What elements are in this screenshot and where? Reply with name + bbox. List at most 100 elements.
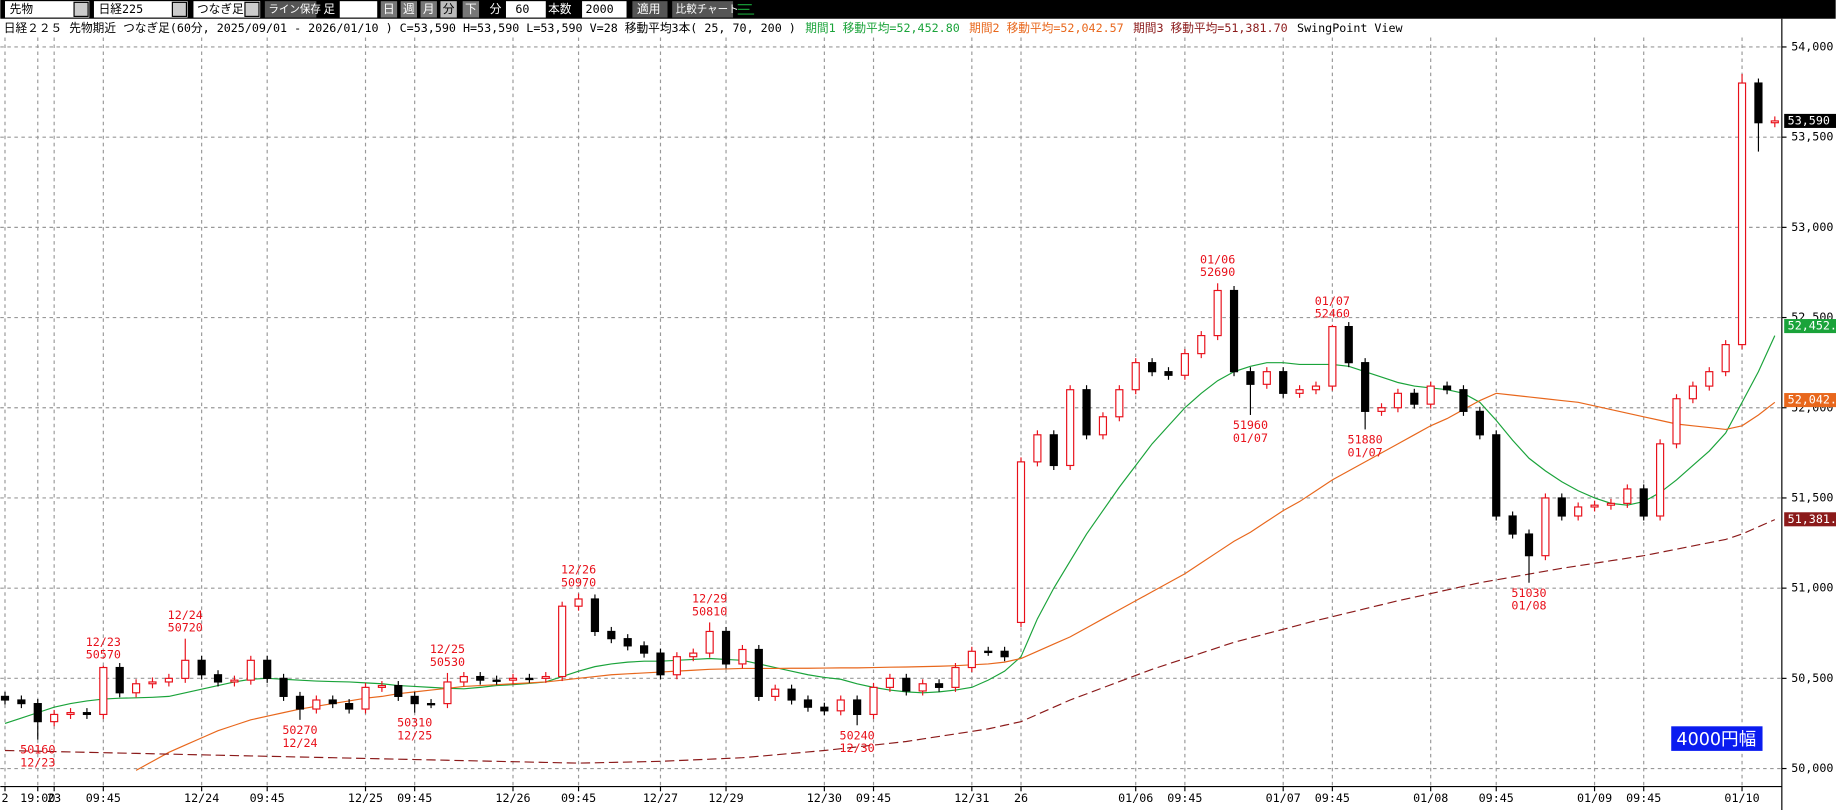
candle-body <box>328 699 337 705</box>
candle-body <box>1082 389 1091 436</box>
y-tick-label: 50,500 <box>1791 671 1833 685</box>
price-badge <box>1784 113 1836 128</box>
input-text: 60 <box>515 2 529 16</box>
candle-body <box>476 675 485 681</box>
dropdown-arrow[interactable] <box>171 1 188 17</box>
label: 分 <box>490 2 502 16</box>
x-tick-label: 12/29 <box>708 791 743 805</box>
icon <box>737 4 755 15</box>
x-tick-label: 01/10 <box>1724 791 1759 805</box>
candle-body <box>1492 434 1501 517</box>
candle-body <box>1656 443 1665 517</box>
swing-price: 50970 <box>561 576 596 590</box>
candle-body <box>312 699 321 710</box>
swing-price: 50810 <box>692 604 727 618</box>
dropdown[interactable] <box>4 1 90 18</box>
swing-price: 50570 <box>86 648 121 662</box>
candle-body <box>967 650 976 669</box>
button[interactable] <box>672 1 734 18</box>
candle-body <box>1115 389 1124 418</box>
swing-price: 51960 <box>1233 418 1268 432</box>
candle-body <box>689 652 698 658</box>
candle-body <box>1311 385 1321 391</box>
dropdown-text: 日経225 <box>99 2 144 16</box>
candle-body <box>721 630 731 665</box>
candle-body <box>115 666 124 694</box>
dropdown[interactable] <box>193 1 261 18</box>
range-note: 4000円幅 <box>1676 730 1756 750</box>
price-badge-label: 52,452.80 <box>1788 319 1836 333</box>
candle-body <box>1590 504 1599 508</box>
candle-body <box>1229 289 1239 373</box>
candle-body <box>1246 371 1255 385</box>
candle-body <box>1770 120 1779 124</box>
candle-body <box>1295 389 1304 394</box>
button-text: 分 <box>443 2 455 16</box>
y-tick-label: 53,500 <box>1791 130 1833 144</box>
candle-body <box>1737 82 1747 346</box>
candle-body <box>361 686 370 710</box>
button-text: 日 <box>383 2 395 16</box>
button[interactable] <box>440 1 457 18</box>
dropdown-text: つなぎ足 <box>197 2 244 16</box>
candle-body <box>508 677 518 681</box>
candle-body <box>1721 344 1730 373</box>
button[interactable] <box>264 1 317 18</box>
candle-body <box>345 703 354 710</box>
candle-body <box>672 656 681 676</box>
button[interactable] <box>380 1 398 18</box>
swing-date: 01/07 <box>1233 431 1268 445</box>
label: 本数 <box>548 2 572 16</box>
moving-average-line <box>4 519 1776 764</box>
input[interactable] <box>505 1 546 18</box>
x-tick-label: 12/31 <box>954 791 989 805</box>
candle-body <box>1672 398 1681 445</box>
input[interactable] <box>582 1 627 18</box>
candle-body <box>558 605 567 678</box>
swing-price: 50160 <box>20 743 55 757</box>
input[interactable] <box>339 1 378 18</box>
button[interactable] <box>420 1 437 18</box>
x-tick-label: 09:45 <box>1626 791 1661 805</box>
x-tick-label: 19:00 <box>20 791 55 805</box>
button-text: 比較チャート <box>676 2 739 15</box>
candle-body <box>1606 502 1616 506</box>
candle-body <box>263 659 272 679</box>
candle-body <box>640 645 649 654</box>
price-badge-label: 52,042.57 <box>1788 393 1836 407</box>
candle-body <box>410 695 419 705</box>
candle-body <box>820 706 829 712</box>
candle-body <box>771 688 780 697</box>
button[interactable] <box>462 1 480 18</box>
candle-body <box>1344 325 1353 364</box>
candle-body <box>1180 353 1189 376</box>
x-tick-label: 01/07 <box>1266 791 1301 805</box>
button[interactable] <box>400 1 418 18</box>
candle-body <box>164 677 173 683</box>
candle-body <box>1426 385 1435 405</box>
candle-body <box>230 679 239 683</box>
button-text: 週 <box>403 2 415 16</box>
dropdown-arrow[interactable] <box>73 1 89 17</box>
dropdown-arrow[interactable] <box>244 1 260 17</box>
dropdown-text: 先物 <box>10 2 34 16</box>
y-tick-label: 53,000 <box>1791 220 1833 234</box>
dropdown[interactable] <box>93 1 188 18</box>
swing-price: 51030 <box>1511 586 1546 600</box>
swing-price: 50270 <box>282 723 317 737</box>
swing-date: 12/25 <box>397 729 432 743</box>
price-badge-label: 53,590 <box>1788 113 1830 127</box>
candle-body <box>1639 488 1648 517</box>
candle-body <box>1393 392 1403 409</box>
candle-body <box>590 598 600 633</box>
y-tick-label: 51,500 <box>1791 490 1833 504</box>
candle-body <box>17 699 26 705</box>
candle-body <box>131 683 141 694</box>
candle-body <box>869 686 878 716</box>
button[interactable] <box>632 1 668 18</box>
candle-body <box>1066 389 1075 467</box>
candle-body <box>1148 362 1157 373</box>
x-tick-label: 26 <box>1014 791 1028 805</box>
x-tick-label: 01/08 <box>1413 791 1448 805</box>
